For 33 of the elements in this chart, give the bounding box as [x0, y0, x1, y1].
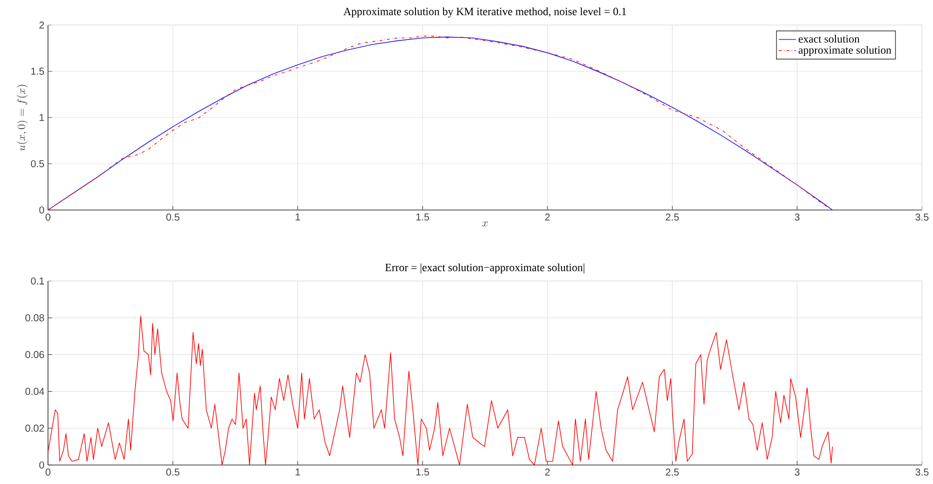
x-tick-label: 3.5	[915, 468, 929, 476]
y-tick-label: 0	[39, 206, 44, 214]
legend-label: approximate solution	[798, 46, 892, 56]
legend-label: exact solution	[798, 34, 860, 43]
x-tick-label: 3	[794, 214, 800, 221]
x-axis-title: $x$	[482, 221, 488, 226]
y-axis-title: $u(x,0) = f(x)$	[16, 84, 28, 151]
x-tick-label: 3.5	[915, 214, 929, 221]
x-tick-label: 1	[296, 214, 300, 220]
y-tick-label: 0.08	[25, 314, 44, 322]
x-tick-label: 0	[46, 214, 50, 221]
x-tick-label: 0.5	[166, 468, 180, 476]
x-tick-label: 2	[545, 214, 550, 221]
y-tick-label: 0.02	[25, 424, 44, 432]
x-tick-label: 1.5	[416, 214, 430, 220]
y-tick-label: 1.5	[31, 68, 44, 75]
x-tick-label: 2.5	[666, 214, 679, 221]
x-tick-label: 2	[545, 468, 550, 476]
x-tick-label: 0	[46, 468, 50, 476]
y-tick-label: 0.5	[30, 160, 44, 168]
chart-title: Error = |exact solution−approximate solution|	[385, 263, 584, 274]
y-tick-label: 0	[39, 461, 44, 469]
chart-title: Approximate solution by KM iterative method, noise level = 0.1	[343, 7, 626, 18]
y-tick-label: 1	[40, 114, 44, 121]
x-tick-label: 1.5	[416, 468, 430, 476]
x-tick-label: 1	[296, 468, 300, 476]
x-tick-label: 0.5	[166, 214, 180, 221]
y-tick-label: 0.04	[25, 388, 44, 395]
y-tick-label: 0.06	[25, 351, 44, 358]
x-tick-label: 2.5	[666, 468, 679, 476]
x-tick-label: 3	[794, 468, 800, 476]
y-tick-label: 2	[39, 22, 44, 28]
y-tick-label: 0.1	[30, 277, 44, 285]
